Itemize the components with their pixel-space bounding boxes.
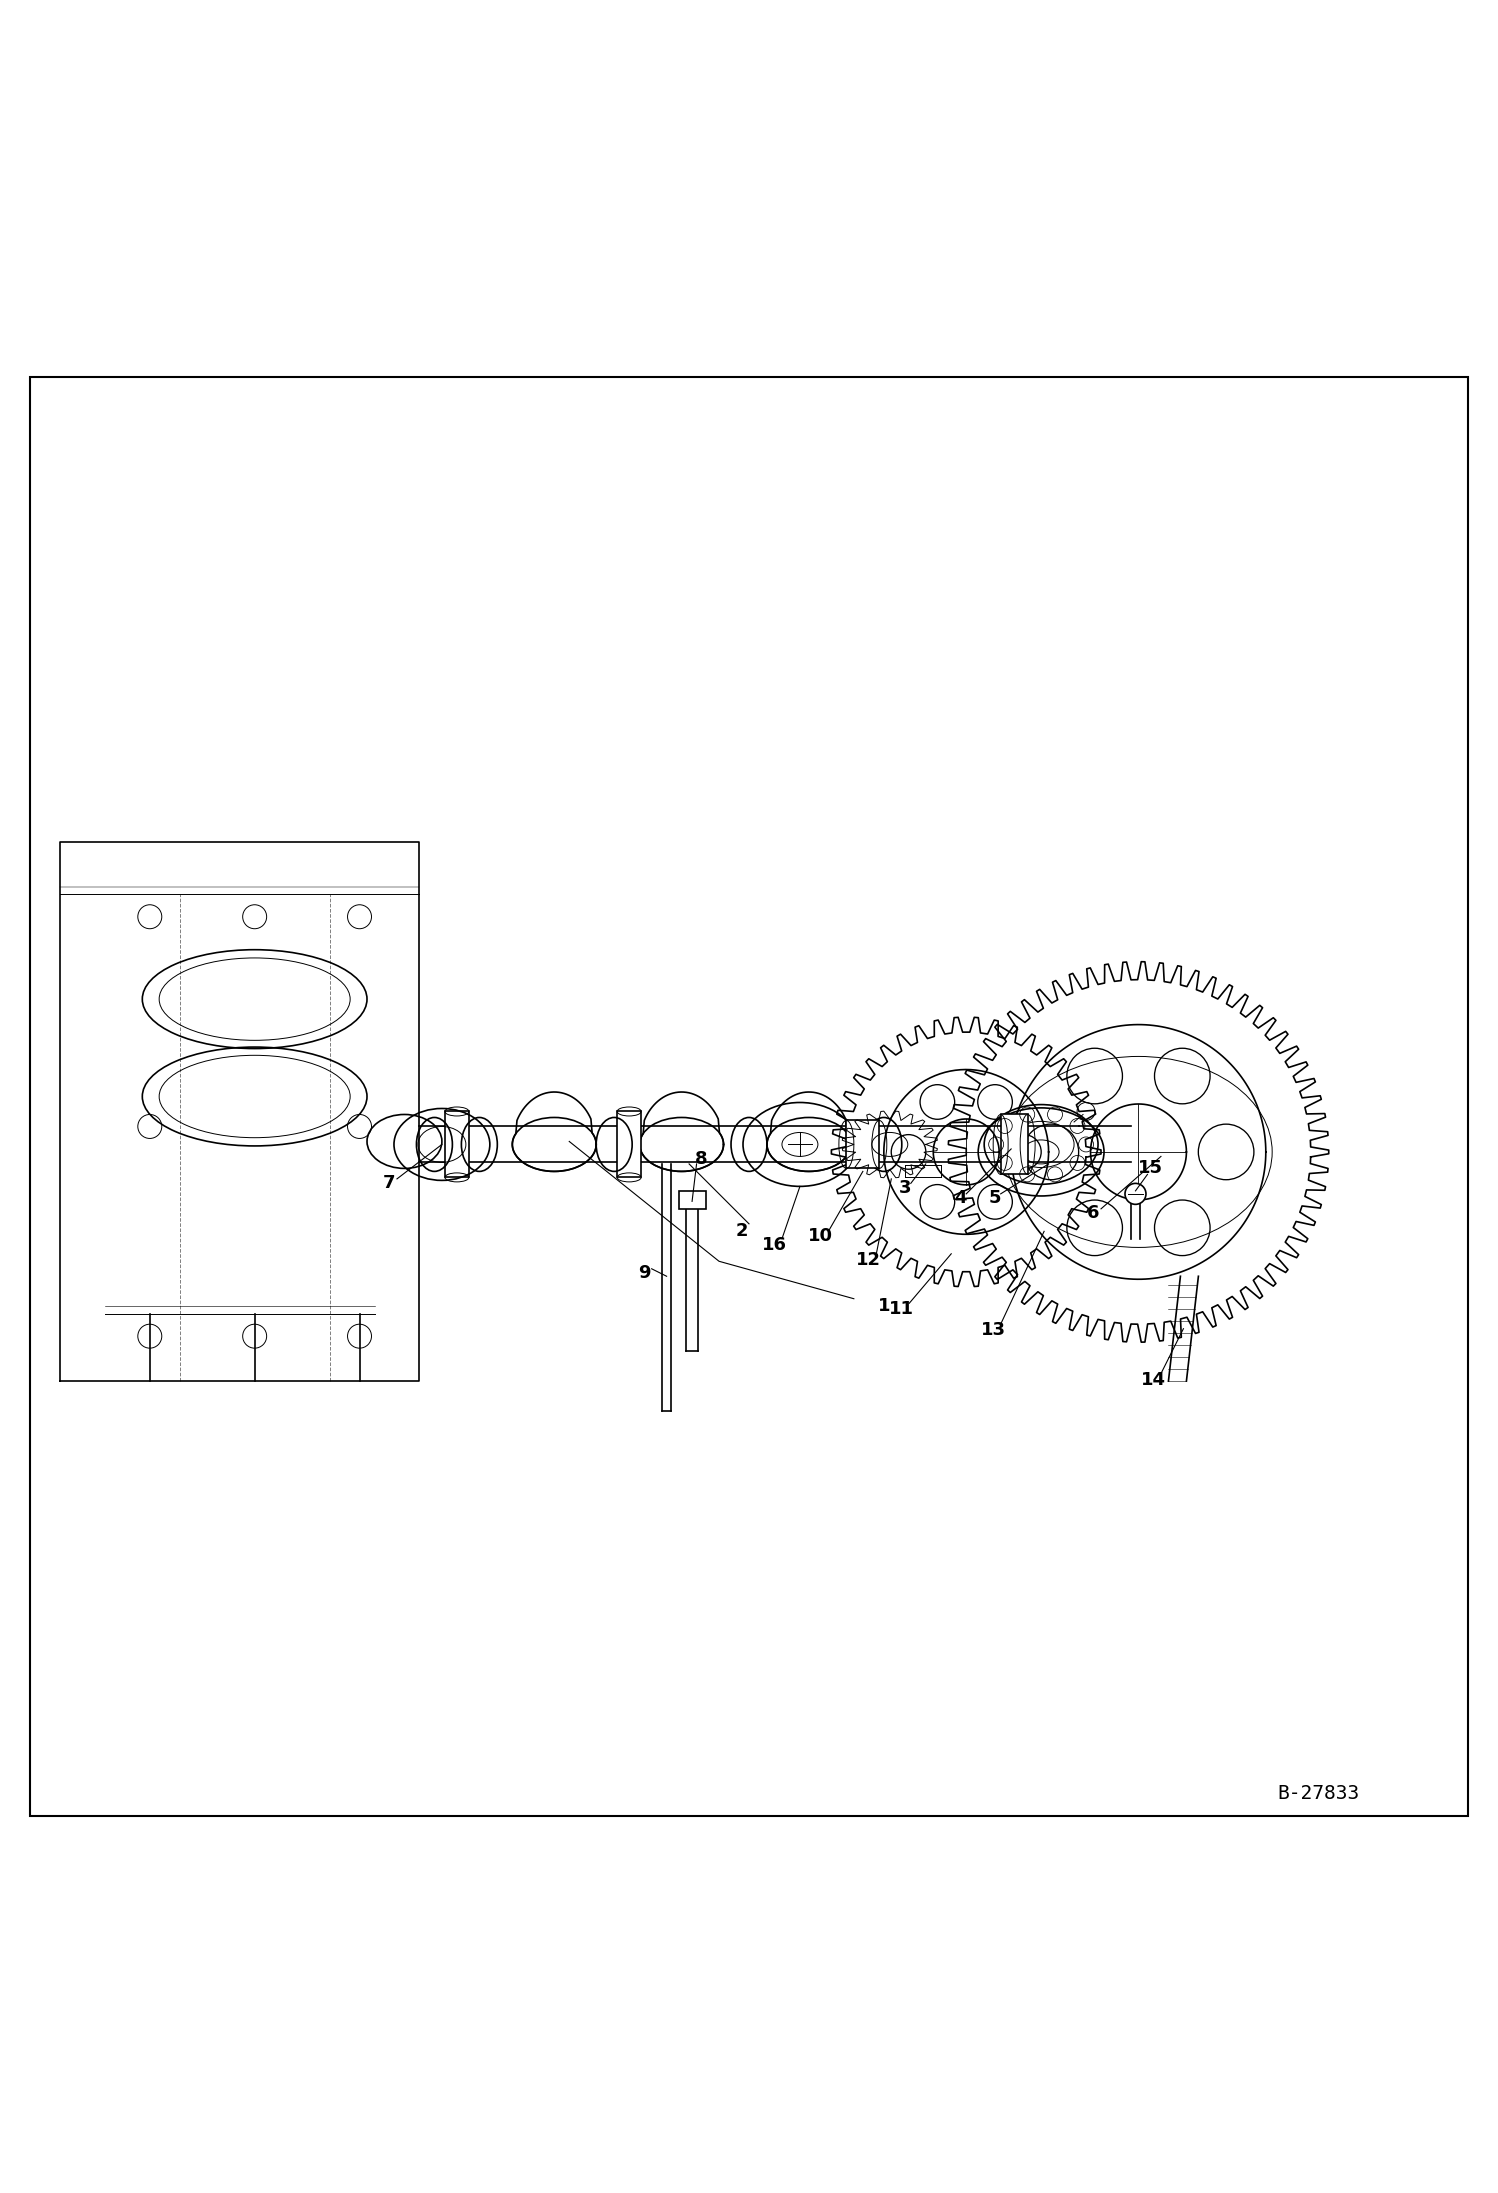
Text: 10: 10 [809, 1226, 833, 1246]
Text: 4: 4 [954, 1189, 966, 1208]
Text: 16: 16 [762, 1237, 786, 1254]
Bar [1001, 1114, 1028, 1175]
Bar [846, 1121, 879, 1169]
Text: 3: 3 [899, 1180, 911, 1197]
Bar [679, 1191, 706, 1208]
Text: 14: 14 [1141, 1371, 1165, 1388]
Text: 13: 13 [981, 1320, 1005, 1340]
Circle shape [1125, 1184, 1146, 1204]
Text: 8: 8 [695, 1151, 707, 1169]
Text: 7: 7 [383, 1175, 395, 1193]
Text: 9: 9 [638, 1263, 650, 1283]
Text: 2: 2 [736, 1222, 748, 1241]
Text: 12: 12 [857, 1250, 881, 1270]
Text: 1: 1 [878, 1298, 890, 1316]
FancyBboxPatch shape [617, 1112, 641, 1178]
Text: B-27833: B-27833 [1278, 1783, 1359, 1803]
Text: 15: 15 [1138, 1160, 1162, 1178]
Text: 11: 11 [890, 1300, 914, 1318]
Text: 6: 6 [1088, 1204, 1100, 1222]
FancyBboxPatch shape [445, 1112, 469, 1178]
Text: 5: 5 [989, 1189, 1001, 1208]
